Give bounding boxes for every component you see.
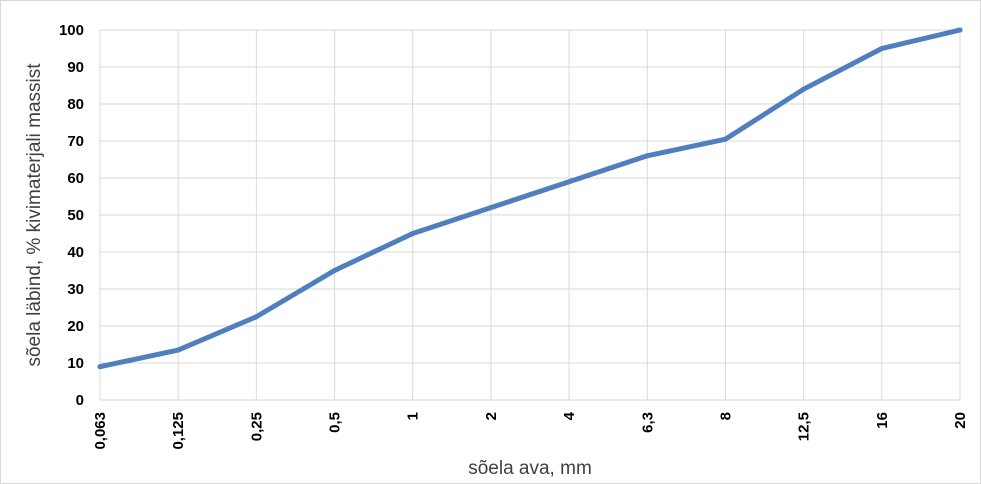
x-tick-label: 2 <box>483 412 500 420</box>
y-tick-label: 20 <box>67 318 84 335</box>
x-tick-labels: 0,063 0,125 0,25 0,5 1 2 4 6,3 8 12,5 16 20 <box>92 411 969 449</box>
x-tick-label: 6,3 <box>639 412 656 433</box>
y-tick-label: 50 <box>67 207 84 224</box>
data-point-0,125 <box>175 347 181 353</box>
y-tick-label: 30 <box>67 281 84 298</box>
data-point-1 <box>410 231 416 236</box>
y-tick-label: 100 <box>59 22 84 39</box>
x-tick-label: 0,125 <box>170 412 187 450</box>
data-point-12,5 <box>801 86 807 92</box>
data-point-16 <box>879 46 885 51</box>
x-tick-label: 20 <box>952 412 969 429</box>
y-tick-labels: 0 10 20 30 40 50 60 70 80 90 100 <box>59 22 84 409</box>
x-tick-label: 8 <box>717 412 734 420</box>
y-tick-label: 80 <box>67 96 84 113</box>
data-point-8 <box>722 136 728 142</box>
y-tick-label: 0 <box>76 392 84 409</box>
x-tick-label: 12,5 <box>796 412 813 441</box>
horizontal-gridlines <box>100 29 960 401</box>
y-tick-label: 40 <box>67 244 84 261</box>
series-layer <box>97 27 963 370</box>
data-point-0,063 <box>97 364 103 370</box>
data-point-0,5 <box>332 268 338 273</box>
y-tick-label: 60 <box>67 170 84 187</box>
y-tick-label: 10 <box>67 355 84 372</box>
y-axis-title: sõela läbind, % kivimaterjali massist <box>24 63 45 367</box>
x-tick-label: 0,25 <box>248 412 265 441</box>
x-tick-label: 0,5 <box>327 412 344 433</box>
x-tick-label: 1 <box>405 412 422 420</box>
x-tick-label: 0,063 <box>92 412 109 450</box>
series-line-0 <box>97 27 963 370</box>
x-axis-title: sõela ava, mm <box>468 458 592 479</box>
data-point-4 <box>566 179 572 185</box>
data-point-0,25 <box>253 314 259 320</box>
y-tick-label: 70 <box>67 133 84 150</box>
data-point-2 <box>488 205 494 211</box>
data-point-20 <box>957 27 963 33</box>
x-tick-label: 4 <box>561 411 578 420</box>
y-tick-label: 90 <box>67 59 84 76</box>
data-point-6,3 <box>644 153 650 159</box>
x-tick-label: 16 <box>874 412 891 429</box>
